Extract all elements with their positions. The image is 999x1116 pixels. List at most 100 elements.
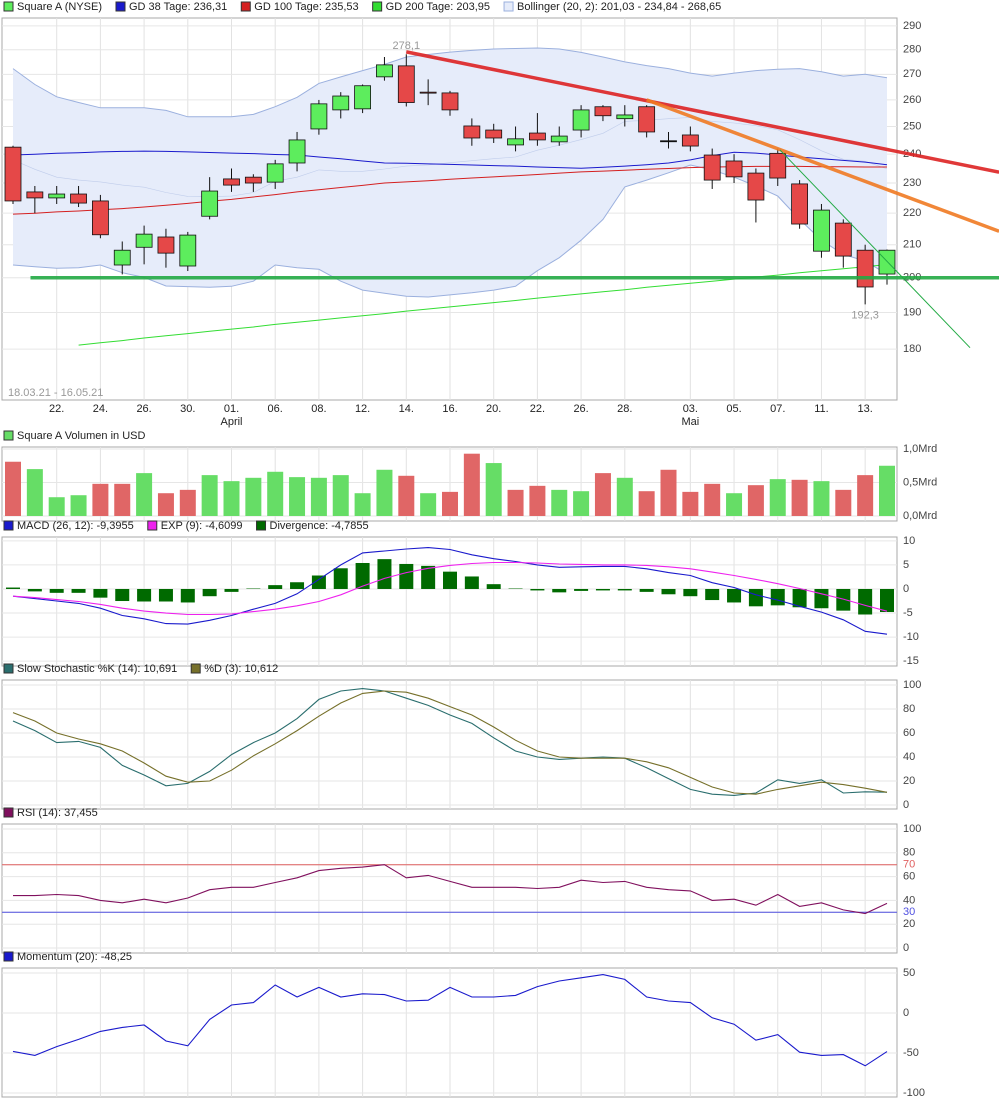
histogram-bar — [137, 589, 151, 602]
candle-body — [639, 107, 655, 132]
y-tick-label: 70 — [903, 859, 915, 871]
volume-bar — [879, 466, 895, 516]
histogram-bar — [6, 588, 20, 589]
y-tick-label: 180 — [903, 343, 921, 355]
candle-body — [180, 235, 196, 266]
candle-body — [813, 210, 829, 251]
y-tick-label: 40 — [903, 894, 915, 906]
histogram-bar — [203, 589, 217, 596]
legend-swatch — [4, 664, 13, 673]
histogram-bar — [530, 589, 544, 590]
y-tick-label: 0,0Mrd — [903, 510, 937, 522]
y-tick-label: -5 — [903, 607, 913, 619]
y-tick-label: 0 — [903, 799, 909, 811]
x-tick-label: 11. — [814, 403, 828, 415]
volume-bar — [529, 486, 545, 516]
volume-bar — [486, 463, 502, 516]
histogram-bar — [640, 589, 654, 592]
candle-body — [682, 135, 698, 146]
candle-body — [442, 93, 458, 110]
legend-label: Slow Stochastic %K (14): 10,691 — [17, 663, 177, 675]
volume-bar — [508, 490, 524, 516]
volume-bar — [49, 497, 65, 516]
legend-label: GD 200 Tage: 203,95 — [386, 1, 490, 13]
y-tick-label: 210 — [903, 239, 921, 251]
histogram-bar — [399, 564, 413, 589]
candle-body — [835, 223, 851, 256]
volume-bar — [617, 478, 633, 516]
legend-label: Bollinger (20, 2): 201,03 - 234,84 - 268… — [517, 1, 721, 13]
volume-bar — [180, 490, 196, 516]
legend-swatch — [373, 2, 382, 11]
candle-body — [770, 153, 786, 178]
histogram-bar — [290, 582, 304, 589]
candle-body — [355, 86, 371, 109]
candle-body — [573, 110, 589, 130]
x-tick-label: 01. — [224, 403, 239, 415]
legend-swatch — [504, 2, 513, 11]
x-tick-label: 12. — [355, 403, 370, 415]
histogram-bar — [836, 589, 850, 611]
candle-body — [464, 126, 480, 138]
volume-bar — [5, 462, 21, 516]
volume-bar — [573, 491, 589, 516]
histogram-bar — [705, 589, 719, 600]
volume-bar — [202, 475, 218, 516]
volume-bar — [224, 481, 240, 516]
volume-bar — [748, 485, 764, 516]
y-tick-label: 80 — [903, 703, 915, 715]
volume-bar — [726, 493, 742, 516]
volume-bar — [661, 470, 677, 516]
volume-bar — [835, 490, 851, 516]
y-tick-label: -100 — [903, 1087, 925, 1099]
candle-body — [726, 161, 742, 177]
volume-bar — [464, 454, 480, 516]
y-tick-label: 100 — [903, 823, 921, 835]
legend-swatch — [4, 521, 13, 530]
histogram-bar — [662, 589, 676, 594]
volume-bar — [71, 495, 87, 516]
legend-swatch — [4, 952, 13, 961]
candle-body — [704, 155, 720, 180]
volume-bar — [376, 470, 392, 516]
histogram-bar — [487, 584, 501, 589]
x-tick-label: 13. — [858, 403, 873, 415]
y-tick-label: 40 — [903, 751, 915, 763]
date-range: 18.03.21 - 16.05.21 — [8, 387, 103, 399]
x-tick-label: 05. — [726, 403, 741, 415]
volume-bar — [245, 478, 261, 516]
candle-body — [595, 107, 611, 116]
legend-swatch — [257, 521, 266, 530]
candle-body — [158, 237, 174, 253]
candle-body — [289, 140, 305, 163]
y-tick-label: 60 — [903, 727, 915, 739]
candle-body — [857, 250, 873, 287]
volume-bar — [551, 490, 567, 516]
histogram-bar — [465, 576, 479, 589]
histogram-bar — [596, 589, 610, 590]
histogram-bar — [443, 572, 457, 589]
x-tick-label: 28. — [617, 403, 632, 415]
y-tick-label: 190 — [903, 306, 921, 318]
volume-bar — [682, 492, 698, 516]
candle-body — [879, 250, 895, 274]
histogram-bar — [93, 589, 107, 598]
candle-body — [92, 201, 108, 235]
x-tick-label: 08. — [311, 403, 326, 415]
month-label: Mai — [681, 416, 699, 428]
legend-label: Square A (NYSE) — [17, 1, 102, 13]
volume-bar — [158, 493, 174, 516]
histogram-bar — [268, 585, 282, 589]
candle-body — [398, 66, 414, 103]
histogram-bar — [574, 589, 588, 591]
candle-body — [617, 115, 633, 119]
candle-body — [551, 136, 567, 142]
y-tick-label: 220 — [903, 207, 921, 219]
histogram-bar — [115, 589, 129, 601]
candle-body — [27, 192, 43, 198]
x-tick-label: 16. — [442, 403, 457, 415]
legend-label: EXP (9): -4,6099 — [161, 520, 243, 532]
x-tick-label: 26. — [573, 403, 588, 415]
histogram-bar — [28, 589, 42, 591]
